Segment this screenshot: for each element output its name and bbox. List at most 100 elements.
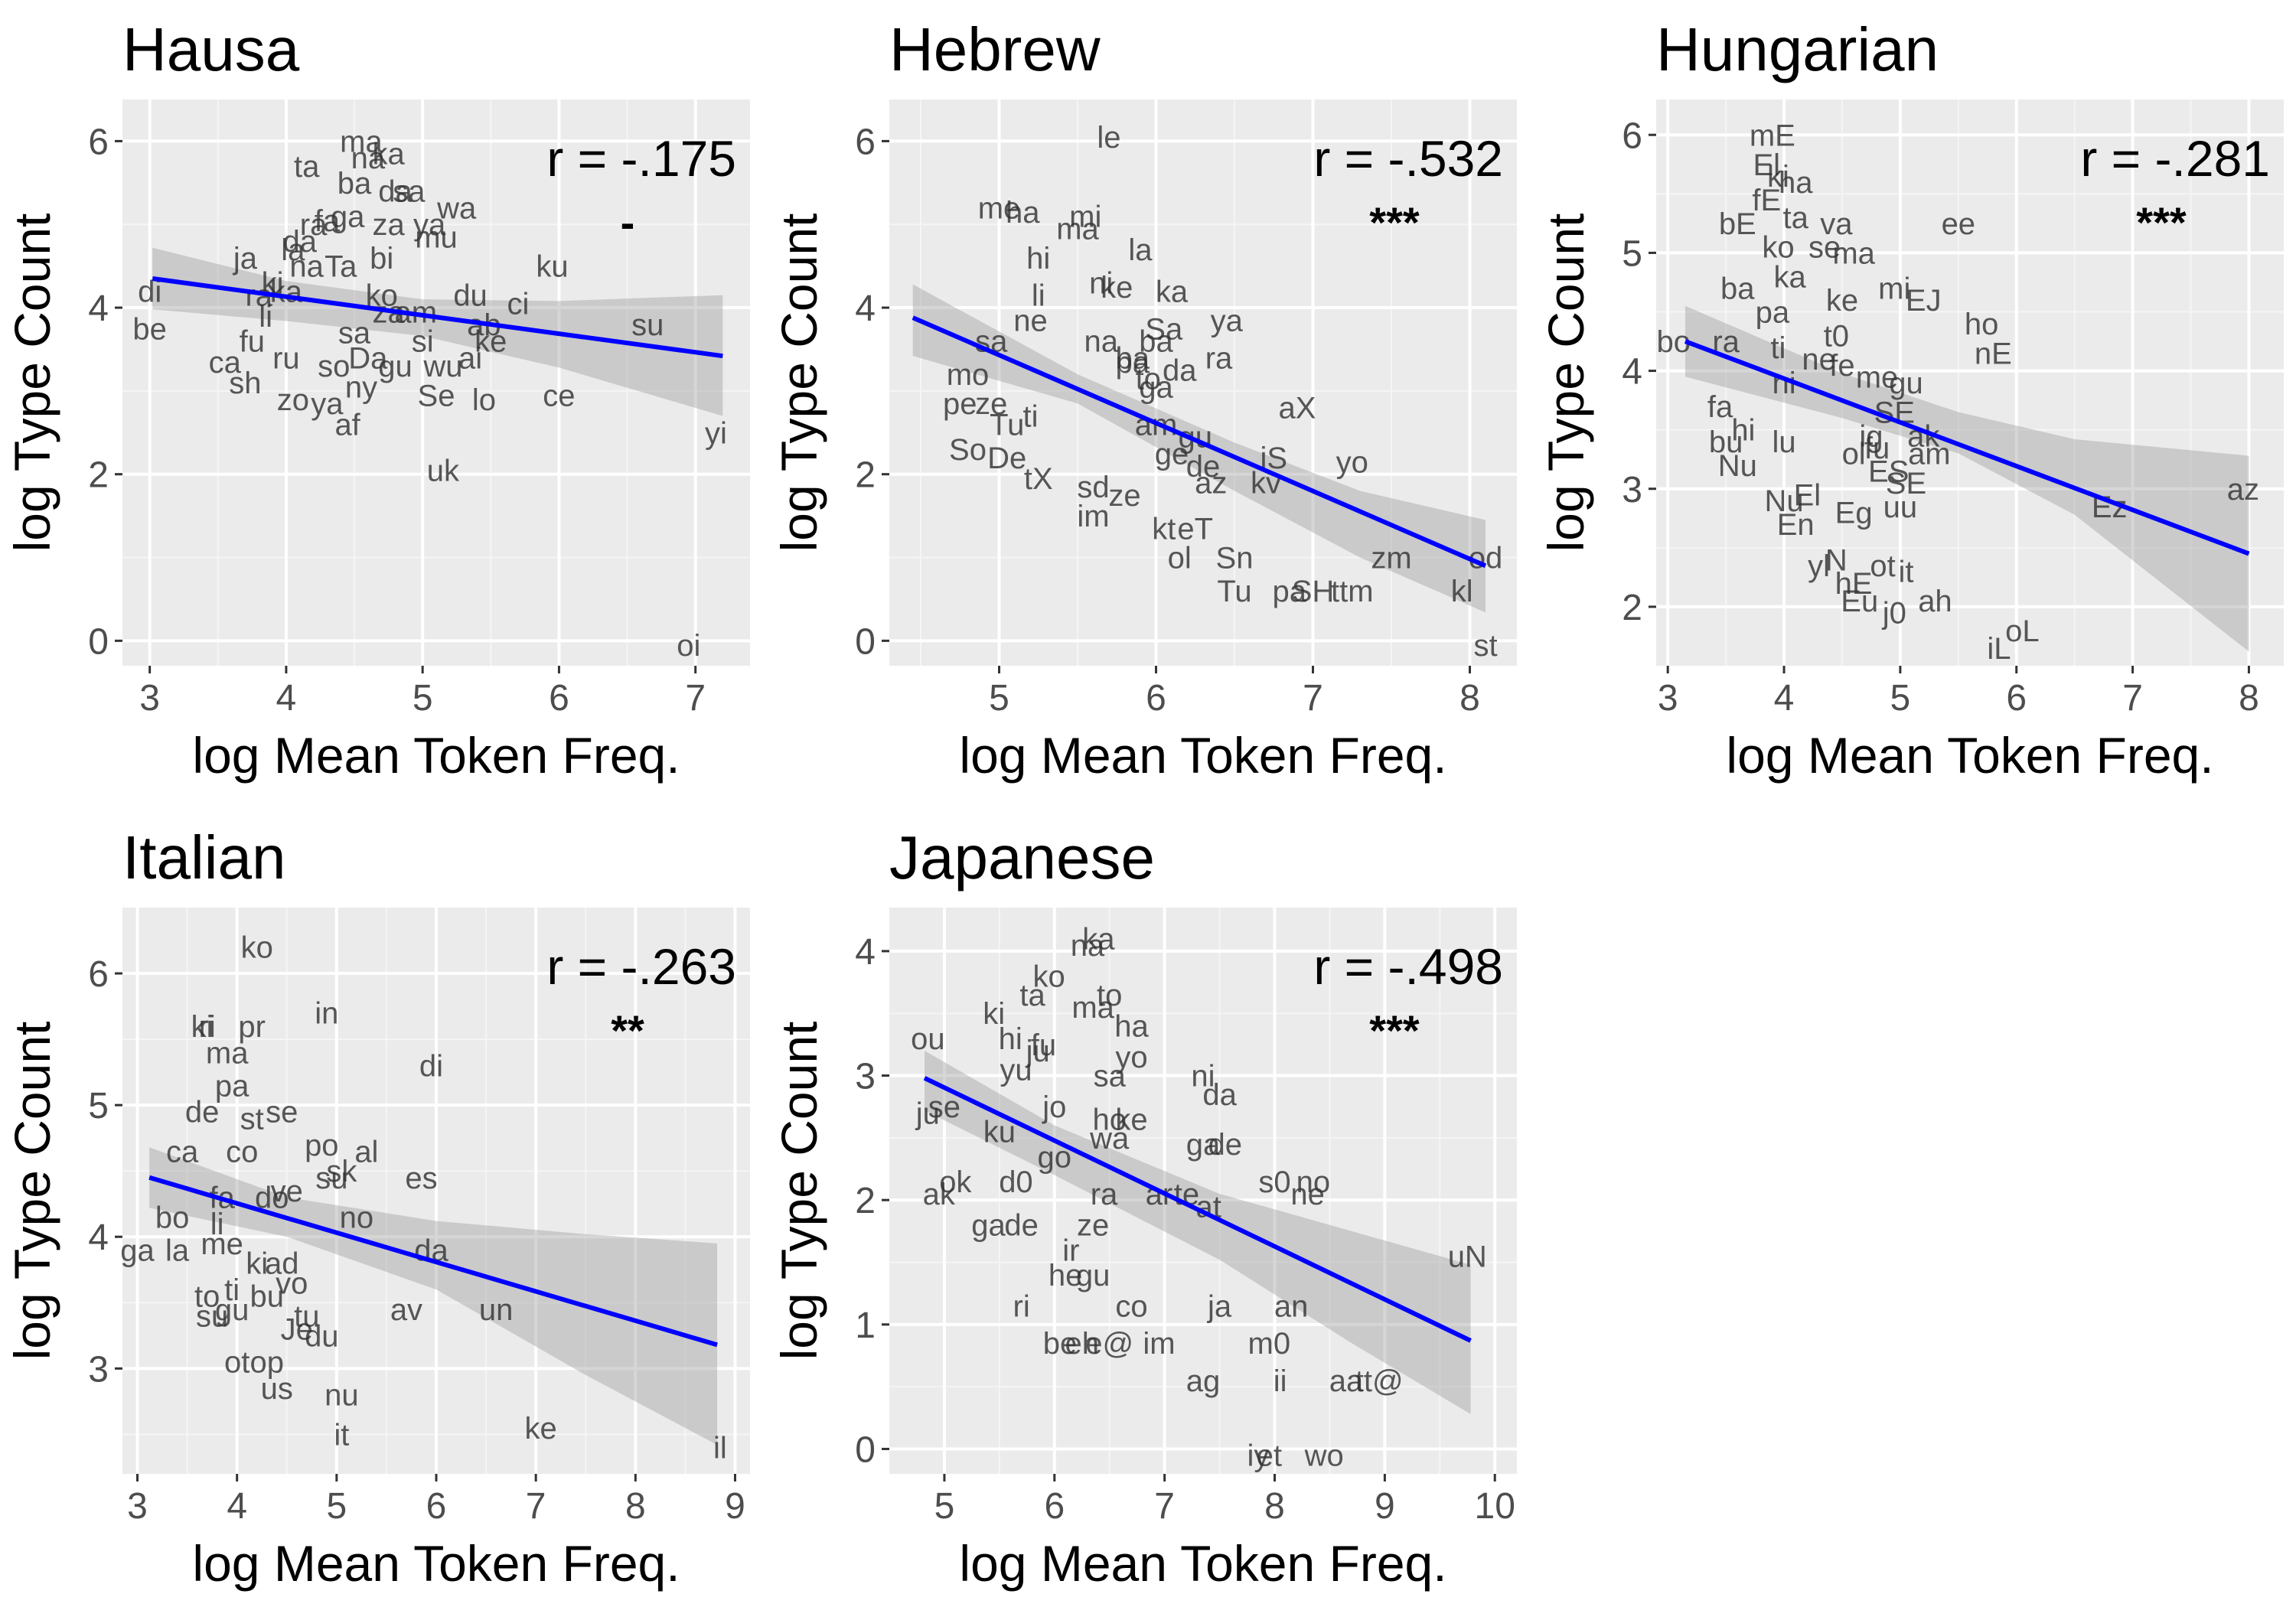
point-label: ko	[241, 931, 273, 965]
point-label: ya	[311, 387, 344, 421]
point-label: ig	[1859, 419, 1883, 453]
point-label: uN	[1448, 1240, 1487, 1273]
point-label: be	[132, 312, 167, 346]
regression-line	[912, 315, 1487, 569]
point-label: ci	[507, 288, 530, 321]
point-label: ni	[1089, 266, 1113, 300]
panel-title: Japanese	[889, 823, 1155, 892]
point-label: hE	[1835, 567, 1873, 601]
y-tick-label: 2	[855, 455, 876, 496]
point-label: kt	[1152, 512, 1176, 546]
point-label: ir	[1062, 1234, 1079, 1267]
significance-label: ***	[2136, 198, 2187, 246]
regression-line	[1684, 339, 2250, 556]
point-label: Nu	[1718, 449, 1757, 483]
point-label: zm	[1371, 542, 1411, 575]
y-axis-title: log Type Count	[771, 214, 827, 553]
point-label: EJ	[1906, 284, 1942, 318]
point-label: yo	[1336, 445, 1368, 479]
point-label: bu	[1709, 425, 1743, 459]
point-label: ra	[300, 208, 328, 242]
point-label: de	[1208, 1128, 1243, 1162]
point-label: od	[1469, 542, 1503, 575]
point-label: im	[1077, 500, 1109, 533]
x-tick-label: 7	[685, 678, 706, 719]
x-tick-label: 5	[413, 678, 433, 719]
point-label: El	[1753, 148, 1780, 182]
x-tick-label: 3	[139, 678, 160, 719]
x-tick-label: 6	[1146, 678, 1166, 719]
point-label: be	[1043, 1327, 1078, 1361]
x-tick-label: 3	[127, 1486, 148, 1527]
significance-label: ***	[1369, 1006, 1420, 1054]
point-label: il	[713, 1432, 727, 1465]
y-axis-title: log Type Count	[4, 1022, 60, 1361]
point-label: ot	[224, 1346, 249, 1380]
point-label: Tu	[1217, 575, 1251, 608]
point-label: ca	[166, 1135, 199, 1169]
point-label: mu	[415, 221, 458, 255]
point-label: hi	[1731, 414, 1755, 448]
point-label: ee	[1942, 207, 1976, 241]
point-label: ke	[1101, 271, 1133, 305]
point-label: Sa	[1145, 312, 1183, 346]
point-label: li	[1032, 279, 1045, 313]
point-label: gu	[215, 1293, 249, 1327]
y-tick-label: 6	[88, 954, 109, 995]
y-tick-label: 0	[855, 1429, 876, 1470]
point-label: na	[289, 250, 324, 284]
point-label: la	[1128, 233, 1153, 267]
y-tick-label: 2	[855, 1181, 876, 1221]
point-label: za	[372, 208, 405, 242]
x-tick-label: 4	[1774, 678, 1795, 719]
point-label: sh	[229, 367, 261, 400]
point-label: ba	[1720, 272, 1755, 306]
point-label: ne	[1802, 343, 1836, 376]
point-label: de	[1004, 1209, 1039, 1243]
point-label: hi	[1026, 242, 1050, 275]
point-label: ja	[1207, 1289, 1232, 1323]
point-label: N	[1825, 543, 1848, 577]
plot-panel-background	[889, 908, 1517, 1474]
point-label: sa	[338, 317, 371, 350]
point-label: ah	[1918, 585, 1952, 618]
x-tick-label: 4	[276, 678, 297, 719]
point-label: ri	[199, 1010, 216, 1044]
point-label: fu	[1864, 432, 1890, 465]
point-label: ti	[224, 1273, 240, 1307]
point-label: ne	[1013, 304, 1048, 337]
y-tick-label: 1	[855, 1305, 876, 1346]
point-label: ttm	[1331, 575, 1374, 608]
x-tick-label: 10	[1475, 1486, 1515, 1527]
point-label: ge	[1155, 438, 1189, 471]
point-label: sd	[1077, 471, 1109, 504]
y-axis-title: log Type Count	[771, 1022, 827, 1361]
point-label: sa	[1094, 1060, 1127, 1094]
significance-label: -	[621, 198, 635, 246]
regression-line	[923, 1076, 1472, 1343]
point-label: ba	[1139, 325, 1173, 359]
point-label: wo	[1304, 1439, 1344, 1473]
y-tick-label: 4	[855, 932, 876, 973]
point-label: se	[1808, 231, 1841, 265]
x-tick-label: 6	[1044, 1486, 1065, 1527]
point-label: bi	[370, 242, 393, 275]
point-label: le	[1097, 121, 1120, 155]
point-label: t0	[1824, 319, 1849, 353]
point-label: ve	[271, 1175, 303, 1208]
point-label: co	[226, 1135, 258, 1169]
point-label: El	[1794, 478, 1821, 512]
point-label: az	[1195, 467, 1227, 500]
point-label: Je	[281, 1313, 313, 1347]
point-label: ru	[272, 341, 300, 375]
point-label: st	[240, 1102, 264, 1136]
point-label: wa	[436, 191, 477, 225]
point-label: ta	[1019, 979, 1045, 1012]
point-label: ko	[1762, 231, 1794, 265]
x-tick-label: 4	[227, 1486, 247, 1527]
point-label: ol	[1842, 438, 1866, 471]
x-tick-label: 7	[526, 1486, 546, 1527]
point-label: iy	[1247, 1439, 1269, 1473]
y-tick-label: 5	[1622, 233, 1642, 274]
point-label: ra	[1205, 341, 1233, 375]
